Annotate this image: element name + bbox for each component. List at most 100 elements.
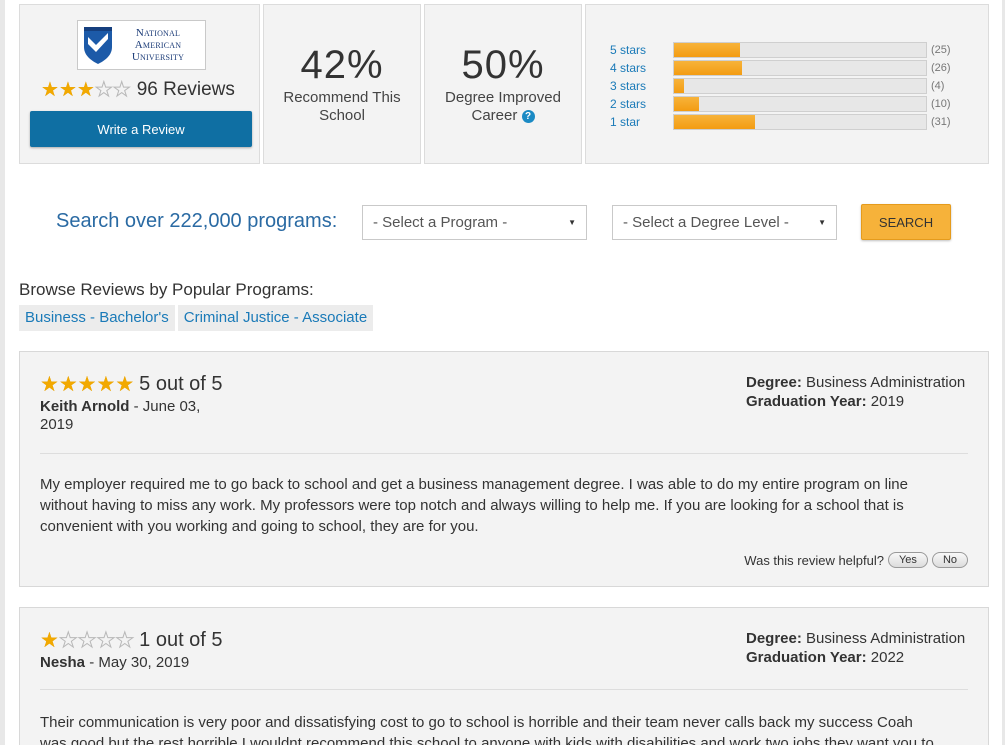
recommend-card: 42% Recommend This School [263, 4, 421, 164]
graduation-year-label: Graduation Year: [746, 649, 867, 666]
school-rating-stars: ★ ★ ★ ★ ★ [41, 79, 131, 101]
star-filled-icon: ★ [96, 372, 116, 396]
star-filled-icon: ★ [40, 628, 59, 652]
helpful-label: Was this review helpful? [744, 552, 884, 568]
review-divider [40, 453, 968, 454]
school-summary: National American University ★ ★ ★ ★ ★ 96 Re… [19, 4, 989, 164]
review-rating-text: 5 out of 5 [139, 373, 223, 395]
review-author-name: Nesha [40, 654, 86, 671]
star-filled-icon: ★ [58, 79, 77, 101]
rating-distribution-row: 4 stars (26) [610, 59, 951, 77]
review-body: Their communication is very poor and dis… [40, 714, 934, 745]
degree-select-value: - Select a Degree Level - [623, 214, 789, 231]
program-tag-business[interactable]: Business - Bachelor's [19, 305, 175, 331]
review-author-name: Keith Arnold [40, 398, 130, 415]
rating-count: (25) [931, 44, 951, 56]
review-card: ★ ★ ★ ★ ★ 5 out of 5 Keith Arnold - June 03,… [19, 351, 989, 587]
search-title: Search over 222,000 programs: [56, 210, 338, 232]
graduation-year-value: 2019 [866, 393, 905, 410]
rating-bar [673, 78, 927, 94]
program-select-value: - Select a Program - [373, 214, 508, 231]
review-rating: ★ ★ ★ ★ ★ 5 out of 5 [40, 373, 223, 396]
degree-level-select[interactable]: - Select a Degree Level - ▼ [612, 205, 837, 240]
rating-count: (4) [931, 80, 945, 92]
rating-count: (31) [931, 116, 951, 128]
degree-improved-percent: 50% [461, 43, 545, 87]
school-rating: ★ ★ ★ ★ ★ 96 Reviews [41, 79, 235, 101]
rating-filter-link[interactable]: 2 stars [610, 97, 647, 111]
star-filled-icon: ★ [58, 372, 78, 396]
rating-distribution-row: 1 star (31) [610, 113, 951, 131]
program-tags: Business - Bachelor's Criminal Justice -… [19, 305, 376, 331]
rating-bar-fill [674, 43, 740, 57]
rating-distribution: 5 stars (25) 4 stars (26) 3 stars (4) 2 stars (… [585, 4, 989, 164]
review-helpful: Was this review helpful? Yes No [744, 552, 968, 568]
degree-value: Business Administration [801, 374, 966, 391]
star-empty-icon: ★ [58, 628, 78, 652]
program-select[interactable]: - Select a Program - ▼ [362, 205, 587, 240]
school-card: National American University ★ ★ ★ ★ ★ 96 Re… [19, 4, 260, 164]
graduation-year-value: 2022 [866, 649, 905, 666]
rating-distribution-row: 3 stars (4) [610, 77, 944, 95]
star-filled-icon: ★ [40, 372, 59, 396]
degree-label: Degree: [746, 374, 802, 391]
rating-bar [673, 42, 927, 58]
browse-title: Browse Reviews by Popular Programs: [19, 280, 314, 299]
reviews-count[interactable]: 96 Reviews [136, 79, 235, 100]
rating-filter-link[interactable]: 5 stars [610, 43, 647, 57]
degree-label: Degree: [746, 630, 802, 647]
recommend-label: Recommend This School [283, 89, 401, 124]
logo-text-line1: National American [134, 27, 182, 51]
star-filled-icon: ★ [41, 79, 59, 101]
helpful-no-button[interactable]: No [931, 552, 968, 568]
review-rating-stars: ★ ★ ★ ★ ★ [40, 372, 135, 396]
rating-distribution-row: 5 stars (25) [610, 41, 951, 59]
rating-count: (10) [931, 98, 951, 110]
chevron-down-icon: ▼ [818, 218, 826, 227]
rating-count: (26) [931, 62, 951, 74]
review-divider [40, 689, 968, 690]
rating-bar [673, 114, 927, 130]
rating-bar-fill [674, 79, 685, 93]
review-meta: Degree: Business Administration Graduati… [746, 629, 968, 667]
review-meta: Degree: Business Administration Graduati… [746, 373, 968, 411]
degree-value: Business Administration [801, 630, 966, 647]
star-filled-icon: ★ [77, 372, 97, 396]
star-empty-icon: ★ [77, 628, 97, 652]
star-empty-icon: ★ [96, 628, 116, 652]
page-right-border [1002, 0, 1005, 745]
program-tag-criminal-justice[interactable]: Criminal Justice - Associate [177, 305, 374, 331]
review-rating: ★ ★ ★ ★ ★ 1 out of 5 [40, 629, 223, 652]
rating-filter-link[interactable]: 1 star [610, 115, 641, 129]
star-filled-icon: ★ [115, 372, 135, 396]
write-review-button[interactable]: Write a Review [30, 111, 252, 147]
rating-bar [673, 96, 927, 112]
star-filled-icon: ★ [76, 79, 95, 101]
star-empty-icon: ★ [94, 79, 113, 101]
school-logo[interactable]: National American University [77, 20, 206, 70]
review-card: ★ ★ ★ ★ ★ 1 out of 5 Nesha - May 30, 2019 De… [19, 607, 989, 745]
rating-bar-fill [674, 115, 755, 129]
school-logo-icon [84, 27, 112, 64]
rating-bar [673, 60, 927, 76]
recommend-percent: 42% [300, 43, 384, 87]
degree-improved-label: Degree Improved Career ? [445, 89, 561, 124]
rating-bar-fill [674, 61, 743, 75]
star-empty-icon: ★ [112, 79, 131, 101]
chevron-down-icon: ▼ [568, 218, 576, 227]
star-empty-icon: ★ [115, 628, 135, 652]
rating-distribution-row: 2 stars (10) [610, 95, 951, 113]
review-date: - May 30, 2019 [85, 654, 190, 671]
rating-filter-link[interactable]: 4 stars [610, 61, 647, 75]
helpful-yes-button[interactable]: Yes [887, 552, 928, 568]
graduation-year-label: Graduation Year: [746, 393, 867, 410]
rating-filter-link[interactable]: 3 stars [610, 79, 647, 93]
review-date: - June 03, 2019 [40, 398, 201, 433]
school-logo-text: National American University [114, 27, 202, 63]
rating-bar-fill [674, 97, 700, 111]
question-circle-icon[interactable]: ? [521, 110, 535, 123]
review-rating-text: 1 out of 5 [139, 629, 223, 651]
page-left-border [0, 0, 5, 745]
search-button[interactable]: SEARCH [861, 204, 951, 240]
review-author: Keith Arnold - June 03, 2019 [40, 398, 220, 434]
